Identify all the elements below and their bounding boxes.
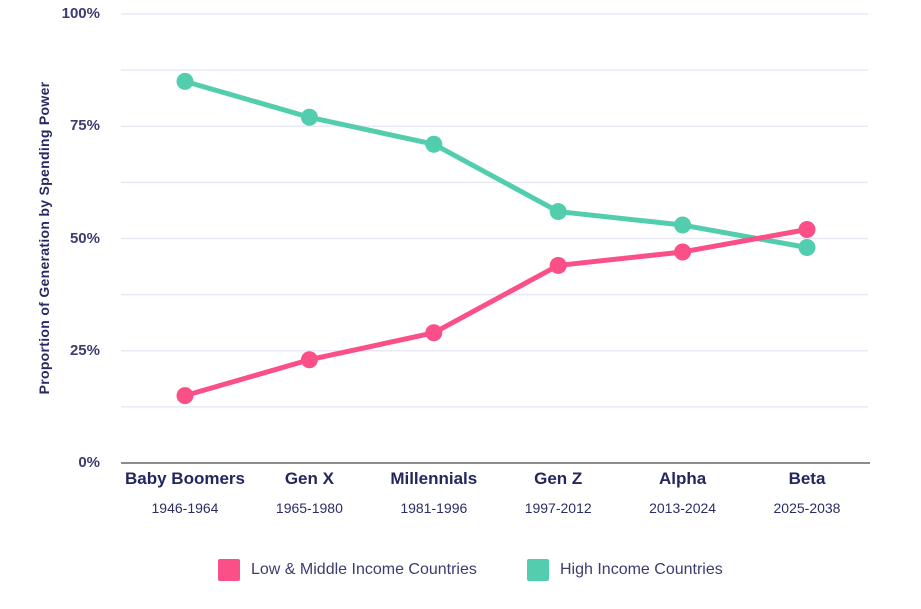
y-tick-label-75: 75% [69,117,100,135]
data-point-low-middle-income-beta [798,221,816,239]
category-year-range: 2013-2024 [649,500,717,516]
data-point-low-middle-income-gen-z [549,256,567,274]
category-name: Baby Boomers [125,469,245,488]
data-point-high-income-beta [798,238,816,256]
x-category-baby-boomers: Baby Boomers 1946-1964 [110,469,260,516]
category-name: Gen X [284,469,334,488]
data-point-high-income-millennials [425,135,443,153]
series-line-low-middle-income [182,227,810,399]
x-category-alpha: Alpha 2013-2024 [608,469,758,516]
data-point-low-middle-income-alpha [674,243,692,261]
y-tick-label-0: 0% [78,454,100,471]
category-name: Alpha [658,469,707,488]
data-point-low-middle-income-baby-boomers [176,387,194,405]
y-tick-label-100: 100% [61,5,100,22]
x-category-gen-z: Gen Z 1997-2012 [483,469,633,516]
category-year-range: 1981-1996 [400,500,468,516]
data-point-low-middle-income-millennials [425,324,443,342]
category-year-range: 1946-1964 [151,500,219,516]
data-point-high-income-gen-z [549,203,567,221]
category-name: Gen Z [534,469,583,488]
data-point-high-income-alpha [674,216,692,234]
y-tick-label-50: 50% [69,229,100,247]
data-point-high-income-baby-boomers [176,72,194,90]
y-tick-label-25: 25% [69,341,100,359]
category-name: Beta [788,469,826,488]
series-line-high-income [182,78,810,250]
category-year-range: 1965-1980 [275,500,343,516]
x-category-millennials: Millennials 1981-1996 [359,469,509,516]
category-year-range: 1997-2012 [524,500,592,516]
data-point-high-income-gen-x [300,108,318,126]
data-point-low-middle-income-gen-x [300,351,318,369]
x-category-beta: Beta 2025-2038 [732,469,882,516]
category-name: Millennials [390,469,478,488]
x-category-gen-x: Gen X 1965-1980 [234,469,384,516]
category-year-range: 2025-2038 [773,500,841,516]
